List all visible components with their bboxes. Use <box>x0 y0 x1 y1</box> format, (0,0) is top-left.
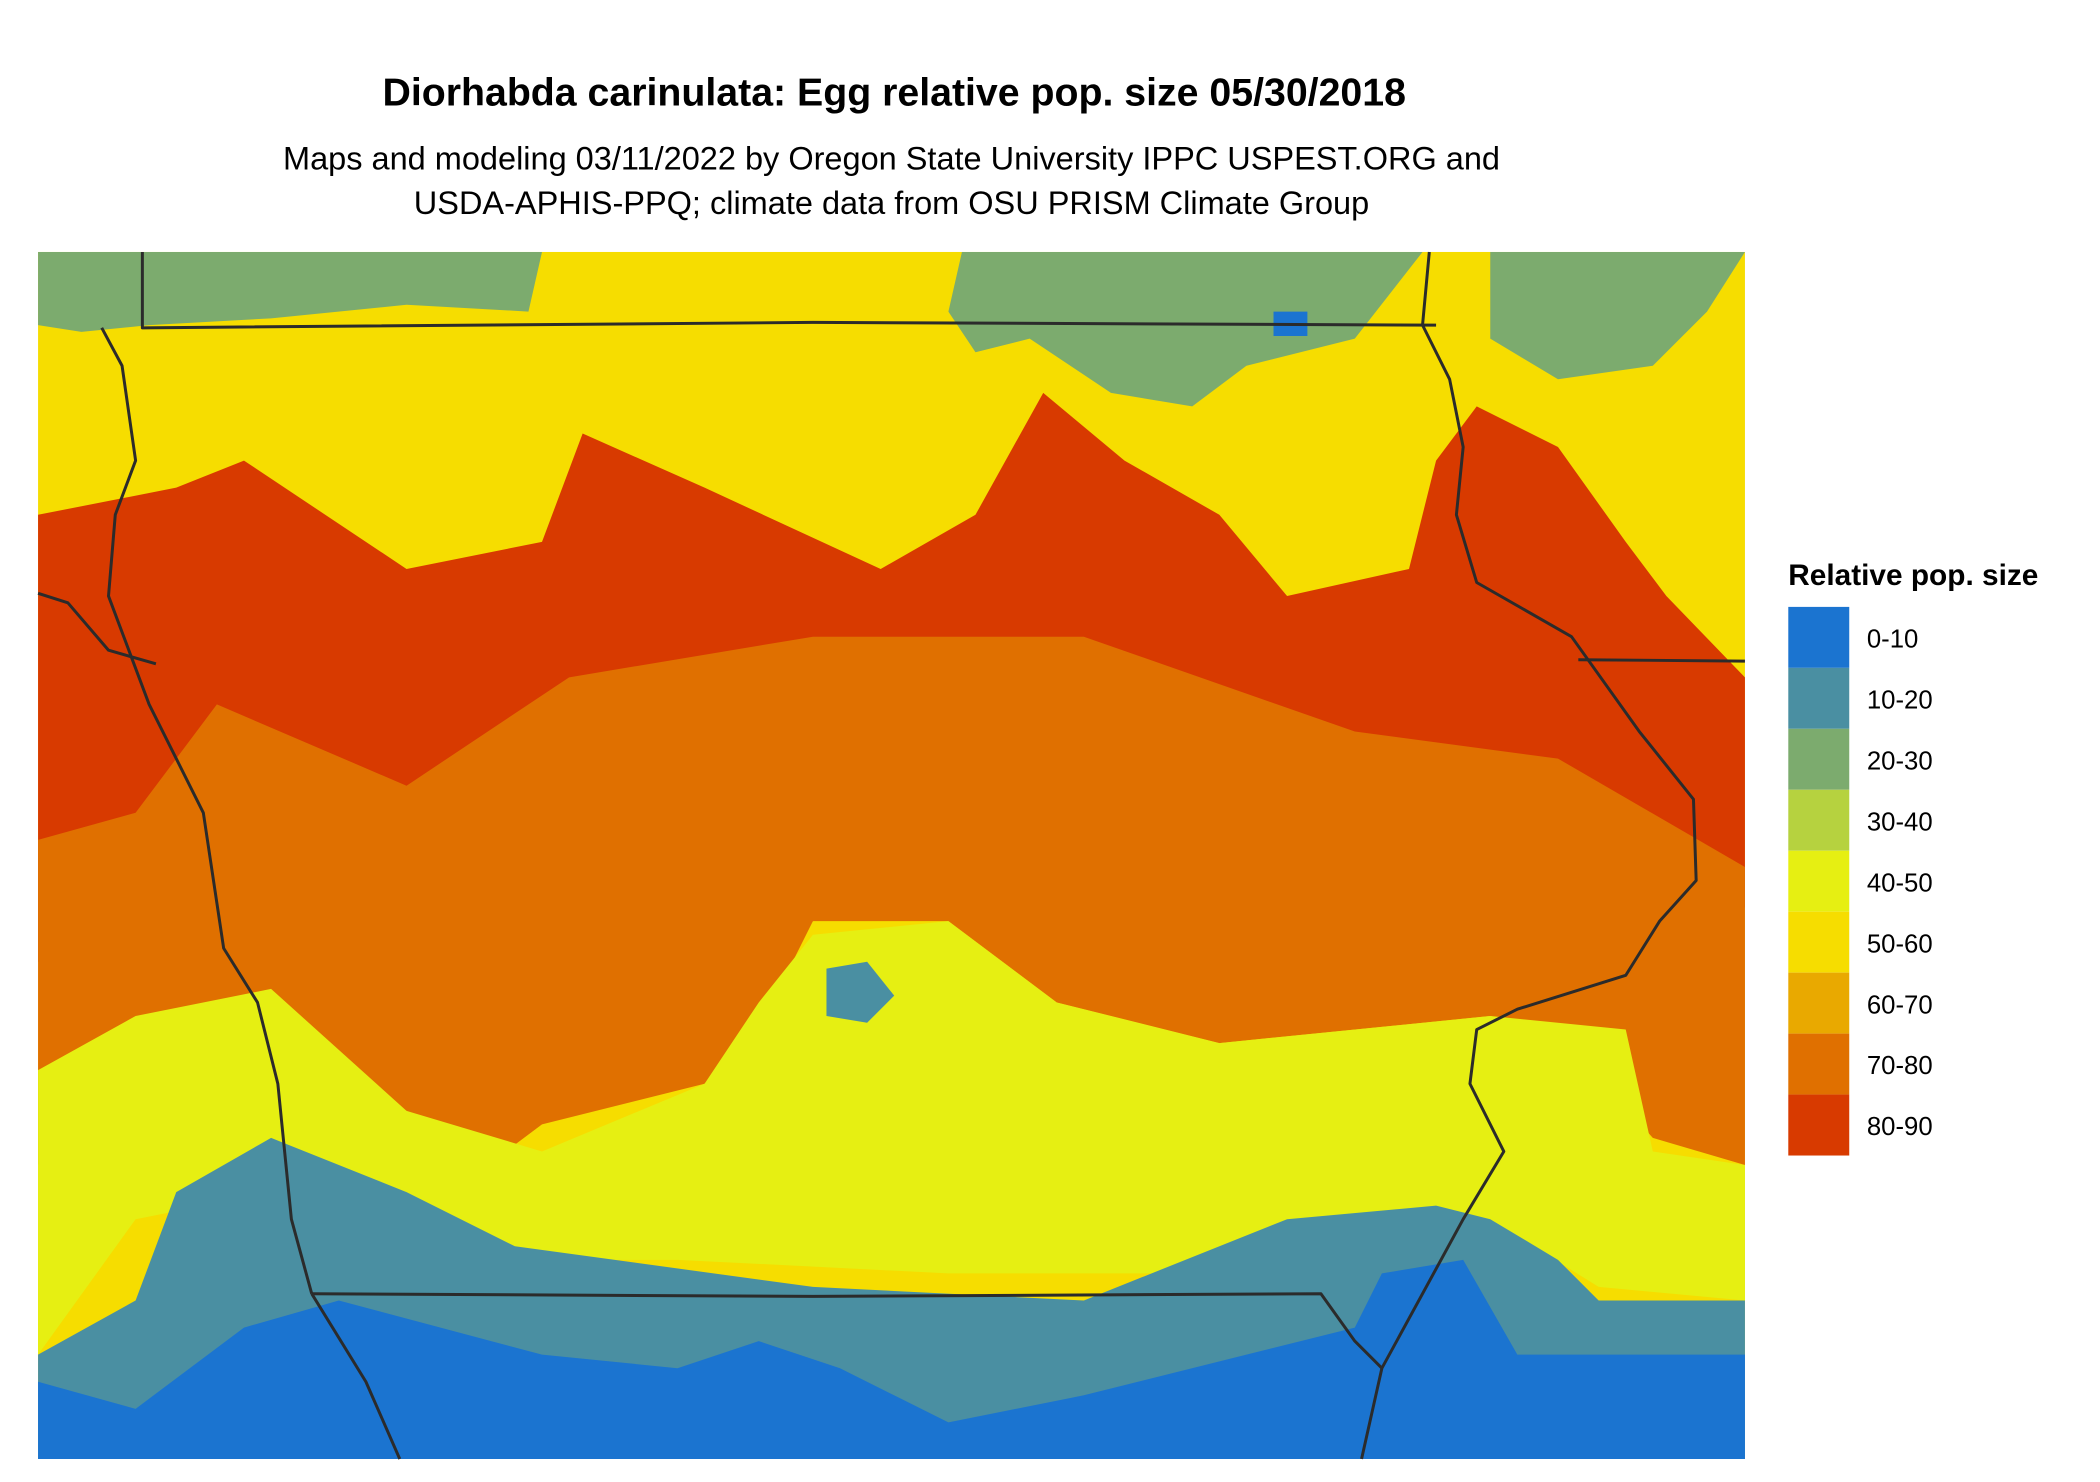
map-subtitle: USDA-APHIS-PPQ; climate data from OSU PR… <box>414 185 1369 221</box>
map-region <box>38 1259 1745 1459</box>
map-region <box>826 961 895 1023</box>
map-title: Diorhabda carinulata: Egg relative pop. … <box>382 71 1405 115</box>
map-area <box>38 251 1745 1459</box>
map-region <box>1490 251 1745 380</box>
legend-swatch <box>1788 911 1850 973</box>
state-borders <box>37 251 1745 1460</box>
border <box>310 1292 402 1460</box>
legend-swatch <box>1788 972 1850 1034</box>
legend-label: 60-70 <box>1867 991 1933 1019</box>
legend-label: 10-20 <box>1867 686 1933 714</box>
legend-swatch <box>1788 667 1850 729</box>
legend-label: 0-10 <box>1867 626 1918 654</box>
legend-swatch <box>1788 1094 1850 1156</box>
legend-swatch <box>1788 850 1850 912</box>
border <box>100 327 314 1295</box>
legend-swatch <box>1788 789 1850 851</box>
border <box>140 251 1437 330</box>
border <box>1578 658 1745 663</box>
legend-label: 50-60 <box>1867 930 1933 958</box>
border <box>37 591 157 666</box>
border <box>1360 251 1698 1460</box>
legend-label: 20-30 <box>1867 747 1933 775</box>
border <box>311 1292 1383 1370</box>
legend: 0-10 10-20 20-30 30-40 40-50 50-60 60-70 70-80 8… <box>1788 606 1933 1156</box>
map-region <box>38 636 1745 1166</box>
map-subtitle: Maps and modeling 03/11/2022 by Oregon S… <box>283 140 1500 176</box>
legend-title: Relative pop. size <box>1788 559 2038 592</box>
legend-label: 30-40 <box>1867 808 1933 836</box>
legend-swatch <box>1788 728 1850 790</box>
legend-label: 40-50 <box>1867 869 1933 897</box>
legend-swatch <box>1788 1033 1850 1095</box>
legend-label: 70-80 <box>1867 1052 1933 1080</box>
legend-label: 80-90 <box>1867 1113 1933 1141</box>
legend-swatch <box>1788 606 1850 668</box>
map-region <box>948 251 1423 407</box>
map-region <box>38 251 543 332</box>
